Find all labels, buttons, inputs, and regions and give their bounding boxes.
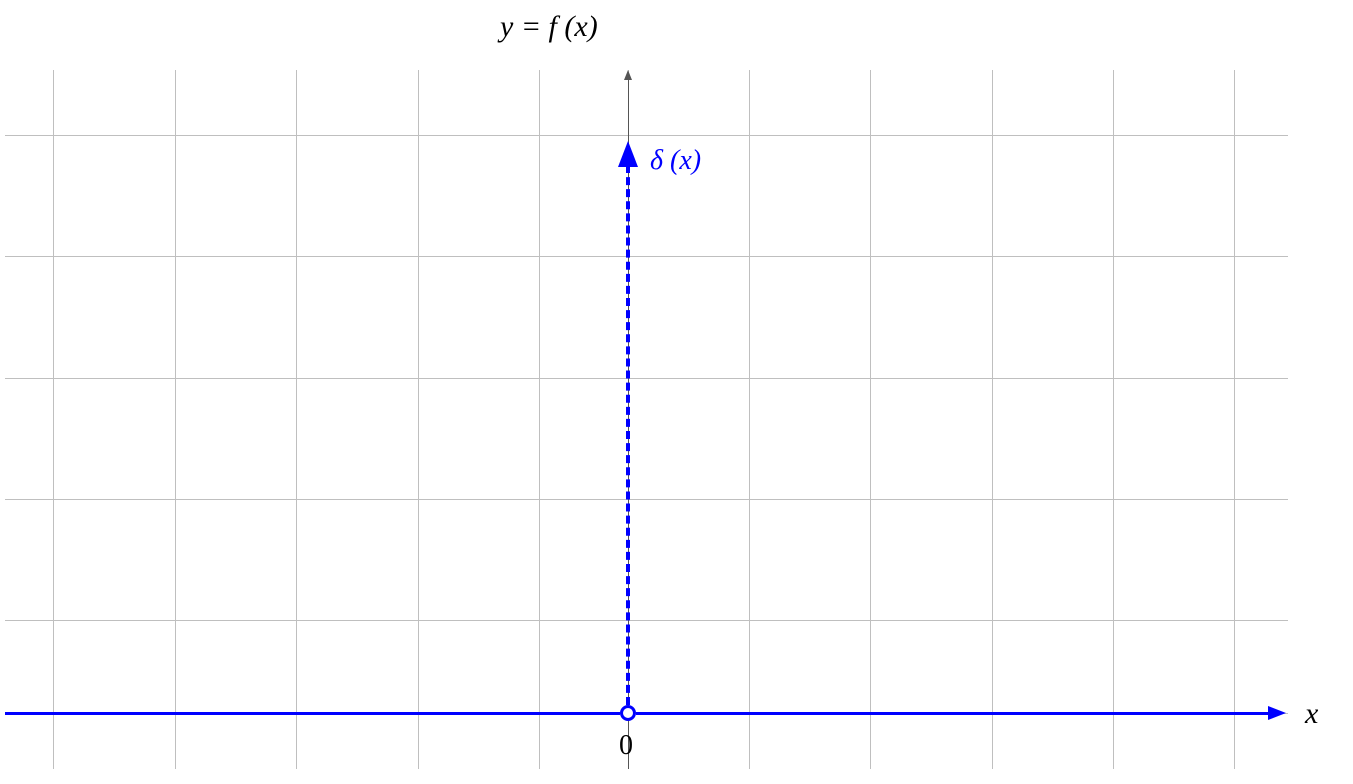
x-axis-left-segment [5, 712, 620, 715]
grid-horizontal-line [5, 135, 1288, 136]
grid-vertical-line [175, 70, 176, 769]
zero-label: 0 [619, 730, 633, 762]
open-circle-marker [620, 705, 636, 721]
x-axis-arrow-icon [1268, 706, 1286, 720]
grid-horizontal-line [5, 378, 1288, 379]
grid-vertical-line [539, 70, 540, 769]
grid-vertical-line [53, 70, 54, 769]
grid-vertical-line [992, 70, 993, 769]
grid-vertical-line [1113, 70, 1114, 769]
delta-arrow-icon [618, 141, 638, 167]
grid-vertical-line [1234, 70, 1235, 769]
grid-vertical-line [749, 70, 750, 769]
grid-horizontal-line [5, 499, 1288, 500]
x-axis-right-segment [636, 712, 1270, 715]
delta-dashed-line [626, 165, 630, 705]
delta-function-label: δ (x) [650, 145, 701, 177]
y-axis-label: y = f (x) [500, 10, 598, 44]
dirac-delta-chart: y = f (x) x δ (x) 0 [0, 0, 1353, 784]
x-axis-label: x [1305, 697, 1318, 731]
grid-vertical-line [296, 70, 297, 769]
y-axis-arrow-icon [624, 70, 632, 80]
grid-vertical-line [870, 70, 871, 769]
grid-vertical-line [418, 70, 419, 769]
grid-horizontal-line [5, 620, 1288, 621]
grid-horizontal-line [5, 256, 1288, 257]
